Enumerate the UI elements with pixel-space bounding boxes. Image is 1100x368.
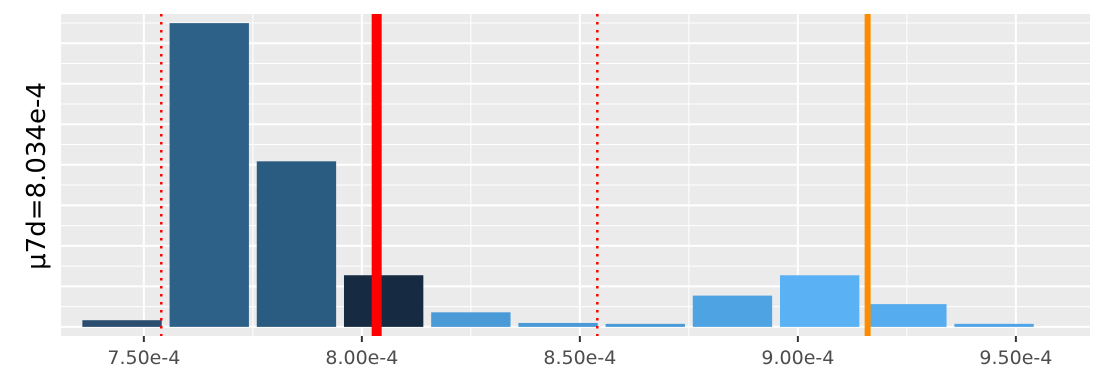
x-tick-label: 9.50e-4 [979,347,1052,368]
bar-10 [867,304,947,327]
bar-6 [518,322,598,327]
x-tick-label: 8.50e-4 [543,347,616,368]
bar-4 [343,275,424,327]
bar-5 [431,312,511,327]
reference-lines [160,14,871,336]
bar-8 [692,295,773,327]
bars [82,23,1034,327]
x-tick-label: 7.50e-4 [107,347,180,368]
bar-2 [169,23,249,327]
bar-9 [779,275,860,327]
bar-1 [82,320,162,327]
bar-11 [954,323,1034,327]
x-axis: 7.50e-4 8.00e-4 8.50e-4 9.00e-4 9.50e-4 [107,336,1052,368]
x-tick-label: 9.00e-4 [761,347,834,368]
y-axis-label: μ7d=8.034e-4 [22,82,52,270]
x-tick-label: 8.00e-4 [325,347,398,368]
bar-7 [605,323,685,327]
bar-3 [256,161,337,327]
